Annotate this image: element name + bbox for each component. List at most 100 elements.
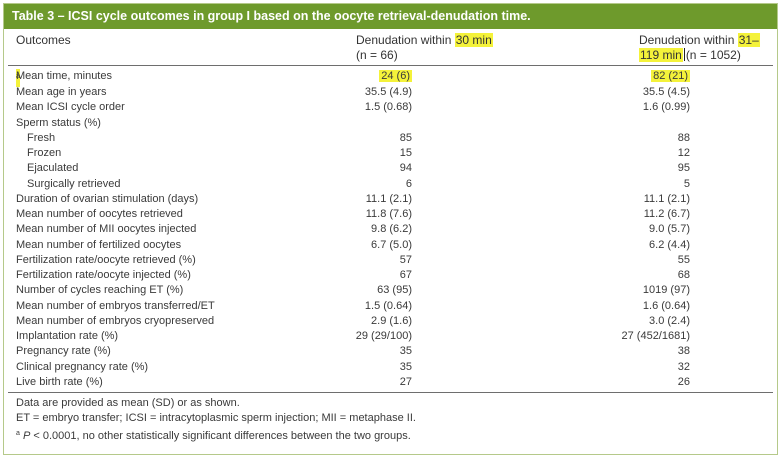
row-label: Mean time, minutes a [16, 69, 112, 87]
table-row: Mean number of fertilized oocytes 6.7 (5.… [0, 238, 781, 253]
table-row: Implantation rate (%) 29 (29/100) 27 (452/… [0, 329, 781, 344]
row-value-30min: 67 [399, 269, 412, 281]
footnote-data: Data are provided as mean (SD) or as sho… [16, 397, 240, 409]
row-value-31-119min: 27 (452/1681) [621, 330, 691, 342]
table-row: Sperm status (%) [0, 116, 781, 131]
row-label: Surgically retrieved [27, 177, 121, 190]
table-row: Fresh 85 88 [0, 131, 781, 146]
row-label: Fresh [27, 131, 56, 144]
header-col2-highlight: 31– [737, 33, 760, 47]
row-value-30min: 63 (95) [377, 284, 412, 297]
footnotes: Data are provided as mean (SD) or as sho… [16, 396, 416, 444]
row-value-31-119min: 32 [677, 360, 690, 373]
row-value-31-119min: 68 [677, 269, 690, 281]
row-label: Mean number of oocytes retrieved [16, 208, 183, 220]
row-label: Fertilization rate/oocyte retrieved (%) [16, 253, 196, 266]
row-label: Pregnancy rate (%) [16, 345, 111, 358]
row-value-31-119min: 12 [677, 147, 690, 159]
footnote-abbrev: ET = embryo transfer; ICSI = intracytopl… [16, 412, 416, 424]
header-col1-n: (n = 66) [356, 48, 398, 62]
row-label: Duration of ovarian stimulation (days) [16, 192, 199, 205]
table-row: Number of cycles reaching ET (%) 63 (95) 1… [0, 283, 781, 298]
row-value-30min: 6 [405, 177, 412, 190]
row-value-31-119min: 95 [677, 162, 690, 175]
row-value-30min: 9.8 (6.2) [371, 223, 412, 236]
row-value-30min: 29 (29/100) [355, 330, 412, 342]
row-label: Sperm status (%) [16, 116, 101, 129]
row-value-30min: 1.5 (0.68) [364, 101, 412, 114]
table-row: Mean number of MII oocytes injected 9.8 (… [0, 222, 781, 237]
table-row: Ejaculated 94 95 [0, 161, 781, 176]
row-value-31-119min: 1.6 (0.64) [642, 299, 690, 312]
row-label: Mean number of fertilized oocytes [16, 238, 182, 251]
row-label: Clinical pregnancy rate (%) [16, 360, 149, 373]
row-label: Mean ICSI cycle order [16, 101, 125, 114]
row-value-30min: 11.8 (7.6) [365, 208, 412, 220]
row-label: Mean number of MII oocytes injected [16, 223, 197, 236]
header-outcomes: Outcomes [16, 33, 71, 47]
row-label: Fertilization rate/oocyte injected (%) [16, 269, 191, 281]
row-value-31-119min: 3.0 (2.4) [649, 314, 690, 327]
table-row-highlight: Mean time, minutes a 24 (6) 82 (21) [0, 69, 781, 87]
header-col1-highlight: 30 min [454, 33, 493, 47]
table-row: Mean number of embryos transferred/ET 1.5… [0, 299, 781, 314]
table-row: Clinical pregnancy rate (%) 35 32 [0, 360, 781, 375]
table-row: Mean number of embryos cryopreserved 2.9 … [0, 314, 781, 329]
header-col1-prefix: Denudation within [356, 33, 455, 47]
row-value-30min: 85 [399, 131, 412, 144]
row-value-30min: 24 (6) [379, 70, 412, 82]
table-row: Mean number of oocytes retrieved 11.8 (7.… [0, 207, 781, 222]
header-col2: Denudation within 31– 119 min (n = 1052) [639, 33, 760, 63]
row-label: Frozen [27, 147, 62, 159]
text-cursor [683, 48, 685, 61]
row-label: Mean number of embryos transferred/ET [16, 299, 215, 312]
row-value-31-119min: 82 (21) [651, 70, 690, 82]
table-row: Mean ICSI cycle order 1.5 (0.68) 1.6 (0.99… [0, 100, 781, 115]
header-col2-prefix: Denudation within [639, 33, 738, 47]
row-value-30min: 35.5 (4.9) [364, 86, 412, 98]
row-value-30min: 6.7 (5.0) [371, 238, 412, 251]
table-row: Duration of ovarian stimulation (days) 11… [0, 192, 781, 207]
row-value-30min: 15 [399, 147, 412, 159]
row-value-31-119min: 1.6 (0.99) [642, 101, 690, 114]
row-value-31-119min: 11.1 (2.1) [643, 192, 690, 205]
row-value-31-119min: 9.0 (5.7) [649, 223, 690, 236]
row-value-31-119min: 55 [677, 253, 690, 266]
row-label: Number of cycles reaching ET (%) [16, 284, 184, 297]
row-label: Live birth rate (%) [16, 375, 103, 388]
row-value-31-119min: 6.2 (4.4) [649, 238, 690, 251]
row-value-30min: 2.9 (1.6) [371, 314, 412, 327]
row-value-30min: 94 [399, 162, 412, 175]
footnote-significance: a P < 0.0001, no other statistically sig… [16, 430, 411, 442]
row-value-30min: 35 [399, 345, 412, 358]
table-row: Live birth rate (%) 27 26 [0, 375, 781, 390]
row-value-31-119min: 38 [677, 345, 690, 358]
table-frame [3, 3, 778, 455]
row-label: Mean age in years [16, 86, 107, 98]
row-value-30min: 27 [399, 375, 412, 388]
table-row: Frozen 15 12 [0, 146, 781, 161]
row-value-31-119min: 35.5 (4.5) [642, 86, 690, 98]
row-value-31-119min: 1019 (97) [642, 284, 690, 297]
row-label: Mean number of embryos cryopreserved [16, 314, 215, 327]
footer-divider [8, 392, 773, 393]
row-value-30min: 35 [399, 360, 412, 373]
row-value-31-119min: 26 [677, 375, 690, 388]
header-col1: Denudation within 30 min (n = 66) [356, 33, 493, 63]
row-value-31-119min: 5 [683, 177, 690, 190]
row-value-30min: 1.5 (0.64) [364, 299, 412, 312]
table-row: Mean age in years 35.5 (4.9) 35.5 (4.5) [0, 85, 781, 100]
header-col2-highlight-2: 119 min [639, 48, 683, 62]
header-col2-n: (n = 1052) [685, 48, 741, 62]
row-value-30min: 57 [399, 253, 412, 266]
table-row: Fertilization rate/oocyte injected (%) 67… [0, 268, 781, 283]
row-value-31-119min: 11.2 (6.7) [643, 208, 690, 220]
header-divider [8, 65, 773, 66]
table-row: Fertilization rate/oocyte retrieved (%) 5… [0, 253, 781, 268]
row-value-30min: 11.1 (2.1) [365, 192, 412, 205]
row-label: Ejaculated [27, 162, 79, 175]
table-row: Pregnancy rate (%) 35 38 [0, 344, 781, 359]
row-label: Implantation rate (%) [16, 330, 119, 342]
table-row: Surgically retrieved 6 5 [0, 177, 781, 192]
row-value-31-119min: 88 [677, 131, 690, 144]
